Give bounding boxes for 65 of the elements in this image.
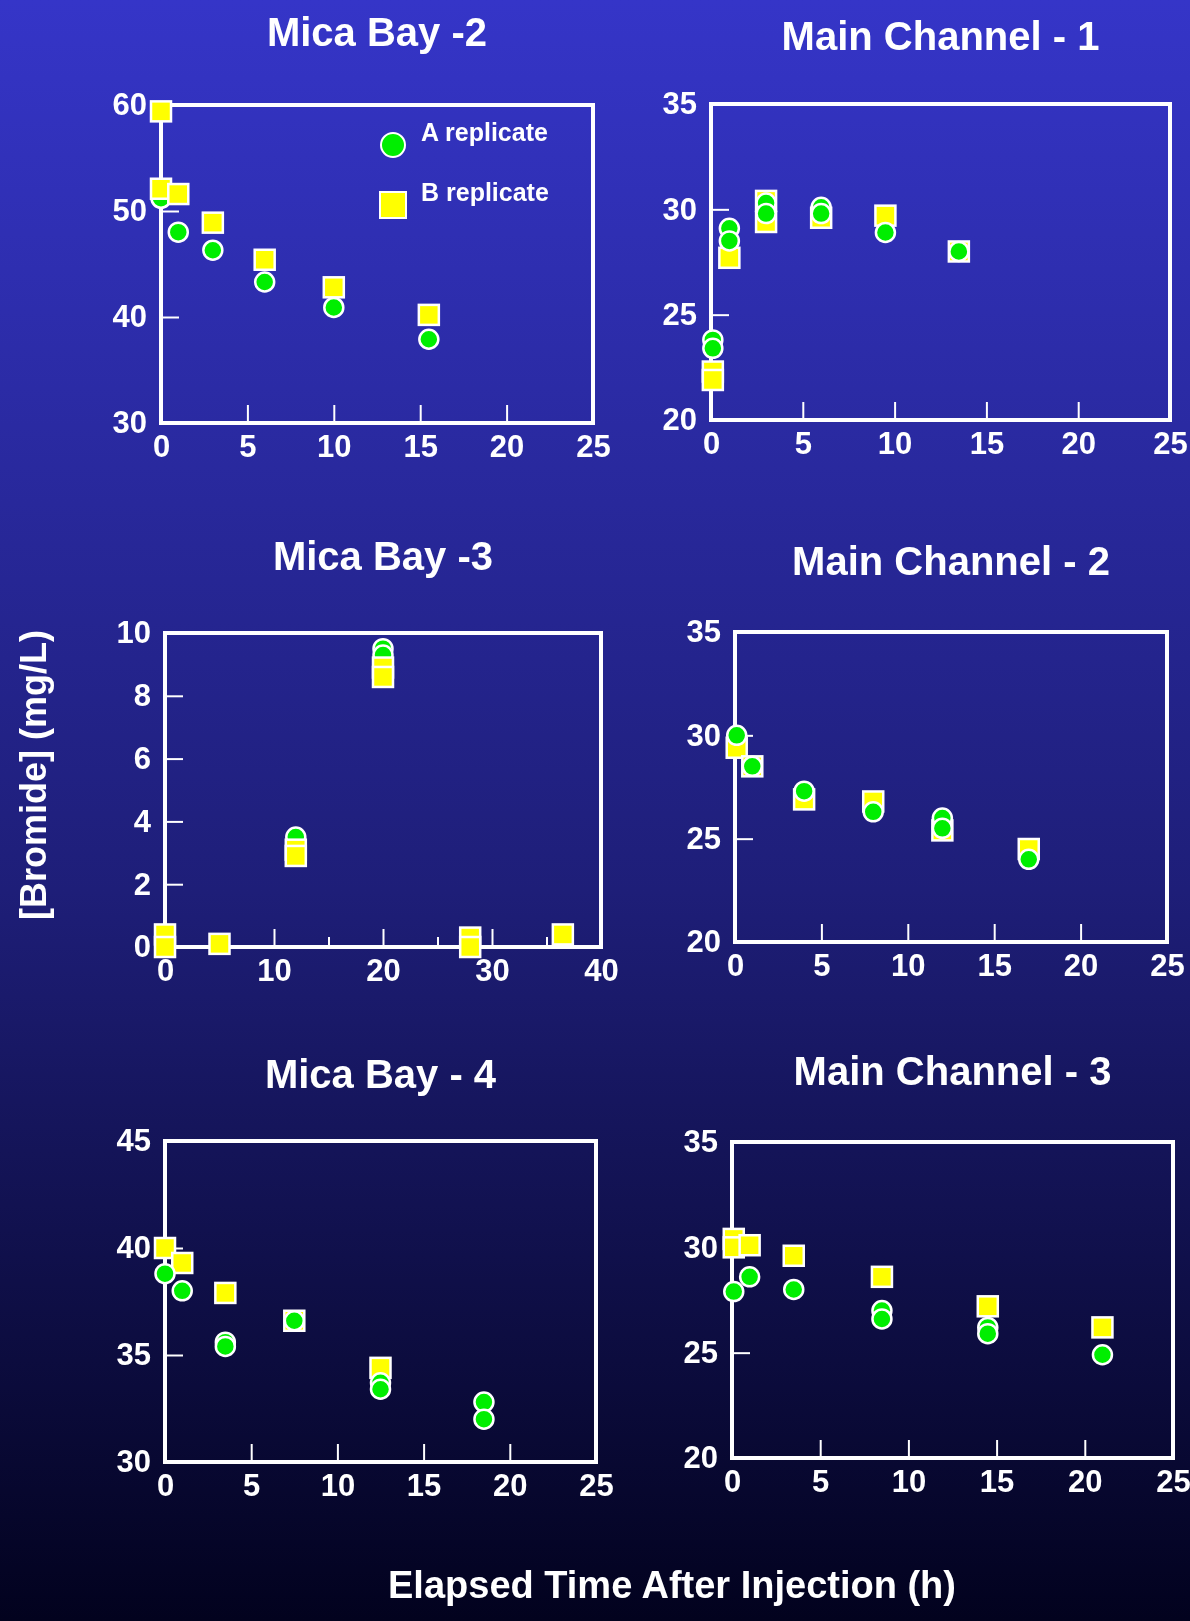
legend-label: B replicate [421,178,549,206]
x-tick-label: 15 [977,948,1012,984]
x-tick-label: 20 [1061,426,1096,462]
x-tick-label: 0 [156,953,175,989]
y-tick-label: 50 [112,193,147,229]
y-axis-title: [Bromide] (mg/L) [13,630,54,920]
x-tick-label: 0 [726,948,745,984]
x-tick-label: 25 [576,429,611,465]
y-tick-label: 35 [662,86,697,122]
x-tick-label: 30 [475,953,510,989]
y-tick-label: 60 [112,87,147,123]
y-tick-label: 30 [662,191,697,227]
x-tick-label: 40 [584,953,619,989]
x-tick-label: 25 [579,1468,614,1504]
y-tick-label: 8 [133,678,151,714]
chart-title: Main Channel - 2 [792,539,1110,583]
y-tick-label: 20 [662,402,697,438]
x-tick-label: 25 [1150,948,1185,984]
chart-title: Main Channel - 3 [793,1049,1112,1093]
x-tick-label: 15 [403,429,438,465]
y-tick-label: 25 [662,297,697,333]
y-tick-label: 35 [683,1124,718,1160]
x-axis-title: Elapsed Time After Injection (h) [388,1564,956,1606]
y-tick-label: 35 [686,614,721,650]
y-tick-label: 30 [683,1229,718,1265]
y-tick-label: 10 [116,615,151,651]
y-tick-label: 45 [116,1123,151,1159]
x-tick-label: 10 [891,948,926,984]
chart-title: Mica Bay -2 [266,10,488,54]
x-tick-label: 10 [257,953,292,989]
x-tick-label: 10 [891,1464,927,1500]
x-tick-label: 20 [366,953,401,989]
x-tick-label: 20 [1063,948,1099,984]
x-tick-label: 5 [794,426,812,462]
y-tick-label: 30 [686,717,721,753]
x-tick-label: 20 [489,429,525,465]
chart-title: Mica Bay -3 [272,534,494,578]
x-tick-label: 20 [1068,1464,1103,1500]
x-tick-label: 5 [813,948,831,984]
x-tick-label: 15 [979,1464,1015,1500]
x-tick-label: 5 [812,1464,830,1500]
x-tick-label: 0 [156,1468,175,1504]
chart-title: Main Channel - 1 [781,14,1100,58]
chart-title: Mica Bay - 4 [264,1052,497,1096]
y-tick-label: 2 [133,866,151,902]
y-tick-label: 40 [112,299,147,335]
y-tick-label: 40 [116,1230,151,1266]
y-tick-label: 6 [133,741,151,777]
y-tick-label: 25 [683,1335,718,1371]
y-tick-label: 20 [686,924,721,960]
legend-label: A replicate [421,118,548,146]
x-tick-label: 20 [493,1468,528,1504]
x-tick-label: 10 [877,426,913,462]
x-tick-label: 10 [317,429,352,465]
y-tick-label: 4 [133,803,152,839]
x-tick-label: 10 [320,1468,356,1504]
x-tick-label: 25 [1156,1464,1190,1500]
x-tick-label: 5 [239,429,257,465]
x-tick-label: 15 [969,426,1005,462]
x-tick-label: 25 [1153,426,1188,462]
y-tick-label: 35 [116,1337,151,1373]
x-tick-label: 5 [243,1468,261,1504]
x-tick-label: 15 [406,1468,442,1504]
y-tick-label: 20 [683,1440,718,1476]
y-tick-label: 25 [686,821,721,857]
